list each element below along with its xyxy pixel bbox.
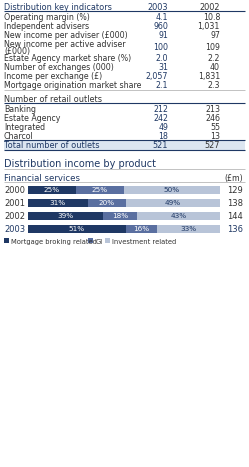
Text: Income per exchange (£): Income per exchange (£)	[4, 72, 102, 81]
Text: 51%: 51%	[69, 226, 85, 232]
Text: Number of exchanges (000): Number of exchanges (000)	[4, 63, 114, 72]
Text: 213: 213	[205, 105, 220, 114]
Text: 13: 13	[210, 132, 220, 141]
Text: 960: 960	[153, 22, 168, 31]
Text: 138: 138	[227, 199, 243, 208]
Text: New income per adviser (£000): New income per adviser (£000)	[4, 31, 128, 40]
Text: 2003: 2003	[147, 3, 168, 12]
Text: 4.1: 4.1	[155, 13, 168, 22]
Text: 33%: 33%	[180, 226, 196, 232]
Text: 20%: 20%	[99, 200, 115, 206]
Text: 25%: 25%	[44, 187, 60, 193]
Bar	[28, 225, 126, 233]
Text: Operating margin (%): Operating margin (%)	[4, 13, 90, 22]
Text: 39%: 39%	[57, 213, 73, 219]
Bar	[4, 140, 245, 150]
Bar	[157, 225, 220, 233]
Text: Number of retail outlets: Number of retail outlets	[4, 95, 102, 104]
Text: 2,057: 2,057	[146, 72, 168, 81]
Text: Total number of outlets: Total number of outlets	[4, 141, 100, 150]
Text: 2003: 2003	[4, 225, 25, 234]
Text: (£m): (£m)	[224, 174, 243, 183]
Text: 49%: 49%	[165, 200, 181, 206]
Text: 18%: 18%	[112, 213, 128, 219]
Text: 521: 521	[152, 141, 168, 150]
Bar	[28, 199, 87, 207]
Text: 2.2: 2.2	[207, 54, 220, 63]
Text: 31: 31	[158, 63, 168, 72]
Text: Integrated: Integrated	[4, 123, 45, 132]
Bar	[105, 238, 110, 243]
Text: 40: 40	[210, 63, 220, 72]
Bar	[88, 238, 93, 243]
Text: 16%: 16%	[133, 226, 149, 232]
Text: 242: 242	[153, 114, 168, 123]
Text: 91: 91	[158, 31, 168, 40]
Text: Mortgage broking related: Mortgage broking related	[11, 239, 97, 245]
Text: Estate Agency: Estate Agency	[4, 114, 60, 123]
Text: 2.1: 2.1	[155, 81, 168, 90]
Text: 10.8: 10.8	[203, 13, 220, 22]
Text: Charcol: Charcol	[4, 132, 34, 141]
Bar	[126, 199, 220, 207]
Text: 1,831: 1,831	[198, 72, 220, 81]
Bar	[103, 212, 137, 220]
Text: New income per active adviser: New income per active adviser	[4, 40, 125, 49]
Text: 1,031: 1,031	[198, 22, 220, 31]
Text: 129: 129	[227, 186, 243, 195]
Bar	[76, 186, 124, 194]
Bar	[4, 238, 9, 243]
Text: (£000): (£000)	[4, 47, 30, 56]
Text: 109: 109	[205, 43, 220, 52]
Text: 50%: 50%	[164, 187, 180, 193]
Text: 136: 136	[227, 225, 243, 234]
Text: Distribution income by product: Distribution income by product	[4, 159, 156, 169]
Text: 527: 527	[205, 141, 220, 150]
Text: Investment related: Investment related	[112, 239, 176, 245]
Text: Distribution key indicators: Distribution key indicators	[4, 3, 112, 12]
Bar	[28, 186, 76, 194]
Bar	[126, 225, 157, 233]
Bar	[137, 212, 220, 220]
Text: GI: GI	[95, 239, 103, 245]
Text: 49: 49	[158, 123, 168, 132]
Bar	[124, 186, 220, 194]
Text: 144: 144	[227, 212, 243, 221]
Text: Estate Agency market share (%): Estate Agency market share (%)	[4, 54, 131, 63]
Text: 43%: 43%	[171, 213, 187, 219]
Text: Mortgage origination market share: Mortgage origination market share	[4, 81, 141, 90]
Text: 25%: 25%	[92, 187, 108, 193]
Text: 2.3: 2.3	[207, 81, 220, 90]
Text: 246: 246	[205, 114, 220, 123]
Text: 212: 212	[153, 105, 168, 114]
Text: 2000: 2000	[4, 186, 25, 195]
Text: Banking: Banking	[4, 105, 36, 114]
Text: 18: 18	[158, 132, 168, 141]
Text: 100: 100	[153, 43, 168, 52]
Text: 2002: 2002	[4, 212, 25, 221]
Bar	[28, 212, 103, 220]
Text: Independent advisers: Independent advisers	[4, 22, 89, 31]
Bar	[87, 199, 126, 207]
Text: 2002: 2002	[199, 3, 220, 12]
Text: 2001: 2001	[4, 199, 25, 208]
Text: 97: 97	[210, 31, 220, 40]
Text: 31%: 31%	[50, 200, 66, 206]
Text: 2.0: 2.0	[155, 54, 168, 63]
Text: 55: 55	[210, 123, 220, 132]
Text: Financial services: Financial services	[4, 174, 80, 183]
